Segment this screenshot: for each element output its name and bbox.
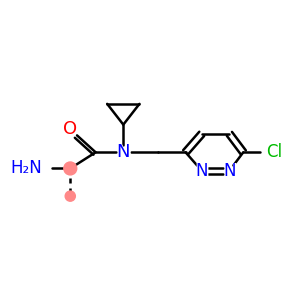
Text: Cl: Cl xyxy=(266,143,286,161)
Text: N: N xyxy=(117,143,130,161)
Text: Cl: Cl xyxy=(266,143,282,161)
Text: O: O xyxy=(62,120,79,139)
Circle shape xyxy=(64,162,77,175)
Text: N: N xyxy=(196,162,208,180)
Text: N: N xyxy=(115,143,131,162)
Text: N: N xyxy=(222,162,237,180)
Circle shape xyxy=(65,191,75,201)
Text: H₂N: H₂N xyxy=(11,160,43,178)
Text: N: N xyxy=(223,162,236,180)
Text: H₂N: H₂N xyxy=(5,160,43,178)
Text: N: N xyxy=(194,162,209,180)
Text: O: O xyxy=(63,120,77,138)
